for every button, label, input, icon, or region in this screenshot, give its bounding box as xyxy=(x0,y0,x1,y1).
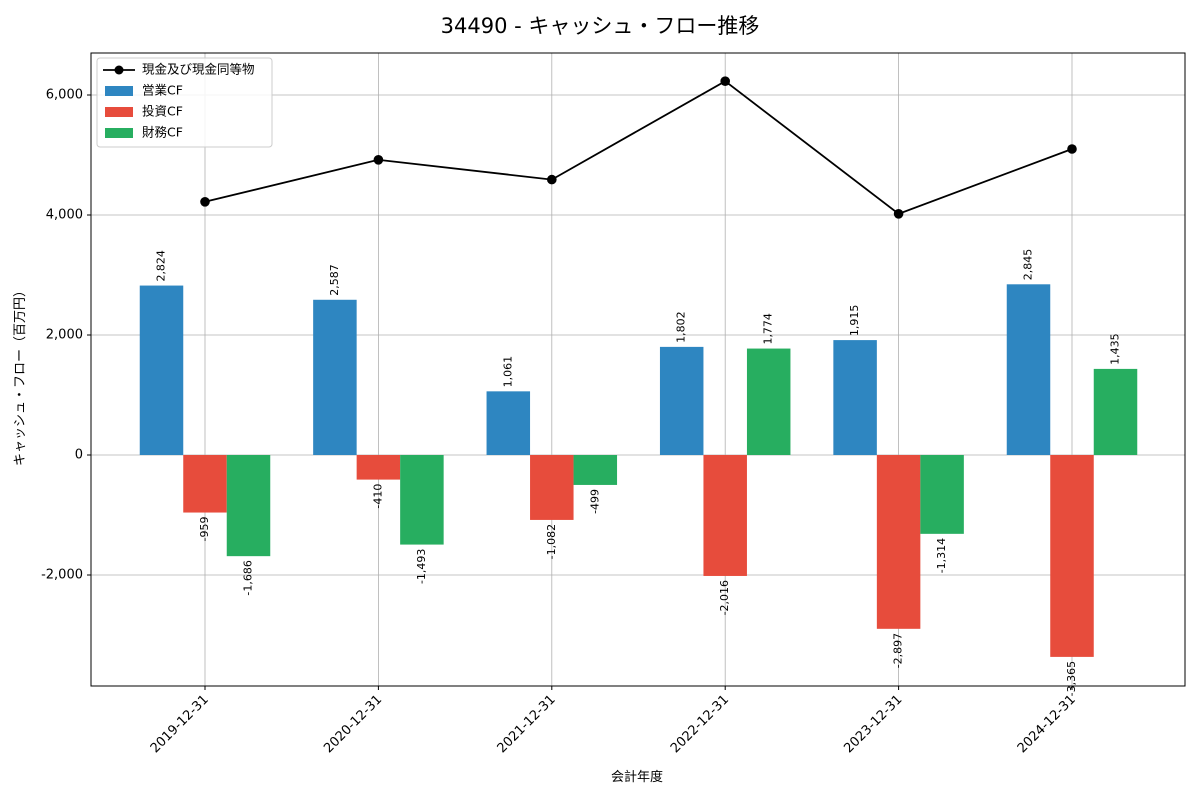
bars-layer xyxy=(139,284,1138,657)
data-label: -499 xyxy=(588,489,601,514)
data-label: -410 xyxy=(371,484,384,509)
legend-label: 投資CF xyxy=(142,104,183,119)
y-tick-label: 4,000 xyxy=(46,208,83,223)
bar-財務CF xyxy=(920,455,964,534)
bar-財務CF xyxy=(573,455,618,485)
cash-point xyxy=(720,76,730,86)
data-label: -1,686 xyxy=(242,560,255,595)
bar-営業CF xyxy=(833,340,877,455)
data-label: 1,061 xyxy=(501,356,514,388)
bar-投資CF xyxy=(356,455,401,480)
data-label: 1,435 xyxy=(1109,333,1122,365)
data-label: -959 xyxy=(198,517,211,542)
x-tick-label: 2020-12-31 xyxy=(321,692,385,756)
y-tick-label: 0 xyxy=(75,448,83,463)
line-layer xyxy=(200,76,1077,219)
x-tick-label: 2024-12-31 xyxy=(1015,692,1079,756)
bar-営業CF xyxy=(139,285,184,455)
cash-point xyxy=(893,209,904,219)
legend-box xyxy=(96,57,273,148)
bar-営業CF xyxy=(1006,284,1051,455)
data-label: -1,314 xyxy=(935,538,948,573)
data-label: 1,915 xyxy=(848,305,861,337)
y-tick-label: -2,000 xyxy=(41,568,83,583)
legend-marker xyxy=(114,65,124,75)
bar-財務CF xyxy=(746,348,791,455)
data-label: -3,365 xyxy=(1065,661,1078,696)
x-tick-label: 2019-12-31 xyxy=(148,692,212,756)
bar-財務CF xyxy=(1093,368,1138,455)
plot-frame xyxy=(90,52,1186,687)
bar-営業CF xyxy=(659,346,704,455)
bar-投資CF xyxy=(1050,455,1094,657)
cash-point xyxy=(1067,144,1077,154)
legend-swatch xyxy=(105,86,133,96)
y-tick-label: 6,000 xyxy=(46,88,83,103)
data-label: 1,802 xyxy=(675,311,688,343)
x-tick-label: 2022-12-31 xyxy=(668,692,732,756)
data-label: -2,897 xyxy=(892,633,905,668)
bar-営業CF xyxy=(486,391,531,455)
cash-point xyxy=(373,155,384,165)
cash-point xyxy=(547,174,557,185)
data-label: 2,824 xyxy=(155,250,168,282)
cash-point xyxy=(200,197,210,207)
x-axis-title: 会計年度 xyxy=(611,769,663,785)
legend-swatch xyxy=(105,128,133,138)
bar-投資CF xyxy=(183,455,227,513)
legend-label: 財務CF xyxy=(142,125,183,140)
data-label: 2,845 xyxy=(1022,249,1035,281)
x-tick-label: 2023-12-31 xyxy=(841,692,905,756)
data-label: 2,587 xyxy=(328,264,341,296)
data-label: -1,082 xyxy=(545,524,558,559)
data-labels-layer: 2,824 2,587 1,061 1,802 1,915 2,845 -959 -410 -1… xyxy=(155,249,1122,697)
y-axis-title: キャッシュ・フロー（百万円） xyxy=(13,284,28,466)
data-label: -1,493 xyxy=(415,549,428,584)
x-tick-label: 2021-12-31 xyxy=(495,692,559,756)
legend-label: 現金及び現金同等物 xyxy=(142,62,255,77)
bar-財務CF xyxy=(400,455,444,545)
y-tick-label: 2,000 xyxy=(46,328,83,343)
bar-投資CF xyxy=(703,455,747,576)
cash-line xyxy=(204,80,1073,215)
legend-swatch xyxy=(105,107,133,117)
bar-営業CF xyxy=(313,299,357,455)
data-label: -2,016 xyxy=(718,580,731,615)
legend-label: 営業CF xyxy=(142,83,183,98)
bar-投資CF xyxy=(876,455,921,629)
bar-財務CF xyxy=(226,455,271,557)
data-label: 1,774 xyxy=(762,313,775,345)
chart-title: 34490 - キャッシュ・フロー推移 xyxy=(441,14,760,38)
bar-投資CF xyxy=(530,455,574,520)
